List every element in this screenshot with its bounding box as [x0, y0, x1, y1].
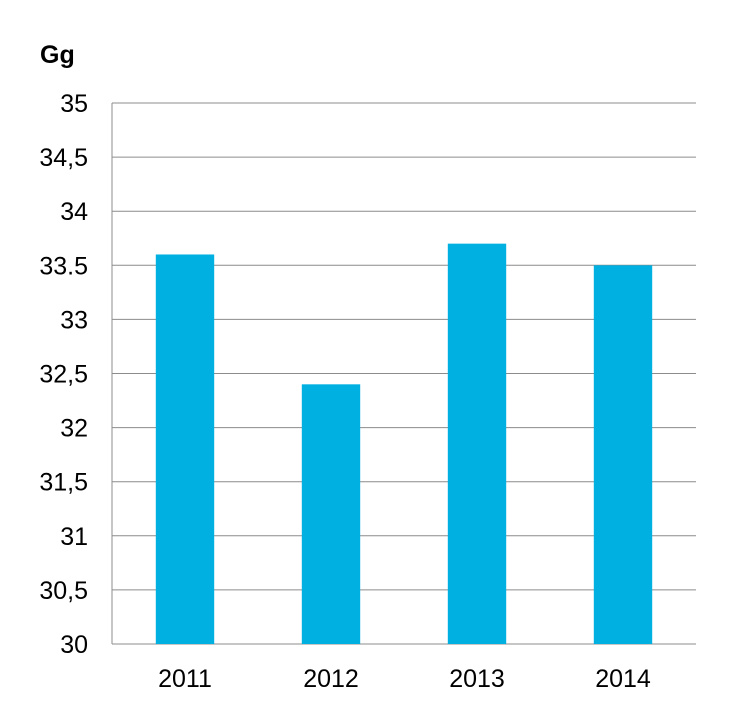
y-tick-label: 34 — [60, 198, 88, 226]
y-tick-label: 33 — [60, 306, 88, 334]
y-tick-label: 30,5 — [39, 577, 88, 605]
x-tick-label: 2012 — [303, 665, 359, 693]
bar-2012 — [301, 384, 361, 644]
y-tick-label: 31,5 — [39, 469, 88, 497]
y-tick-label: 35 — [60, 90, 88, 118]
bars — [155, 243, 653, 645]
y-tick-label: 30 — [60, 631, 88, 659]
y-tick-label: 31 — [60, 523, 88, 551]
bar-2014 — [593, 265, 653, 644]
x-tick-label: 2013 — [449, 665, 505, 693]
y-tick-label: 34,5 — [39, 144, 88, 172]
x-axis-ticks: 2011 2012 2013 2014 — [158, 665, 651, 693]
bar-2013 — [447, 243, 507, 644]
x-tick-label: 2014 — [595, 665, 651, 693]
y-axis-unit-label: Gg — [40, 41, 75, 69]
x-tick-label: 2011 — [158, 665, 212, 693]
y-axis-ticks: 30 30,5 31 31,5 32 32,5 33 33.5 34 34,5 35 — [39, 90, 88, 659]
y-tick-label: 33.5 — [39, 252, 88, 280]
bar-2011 — [155, 254, 215, 645]
y-tick-label: 32 — [60, 415, 88, 443]
y-tick-label: 32,5 — [39, 361, 88, 389]
